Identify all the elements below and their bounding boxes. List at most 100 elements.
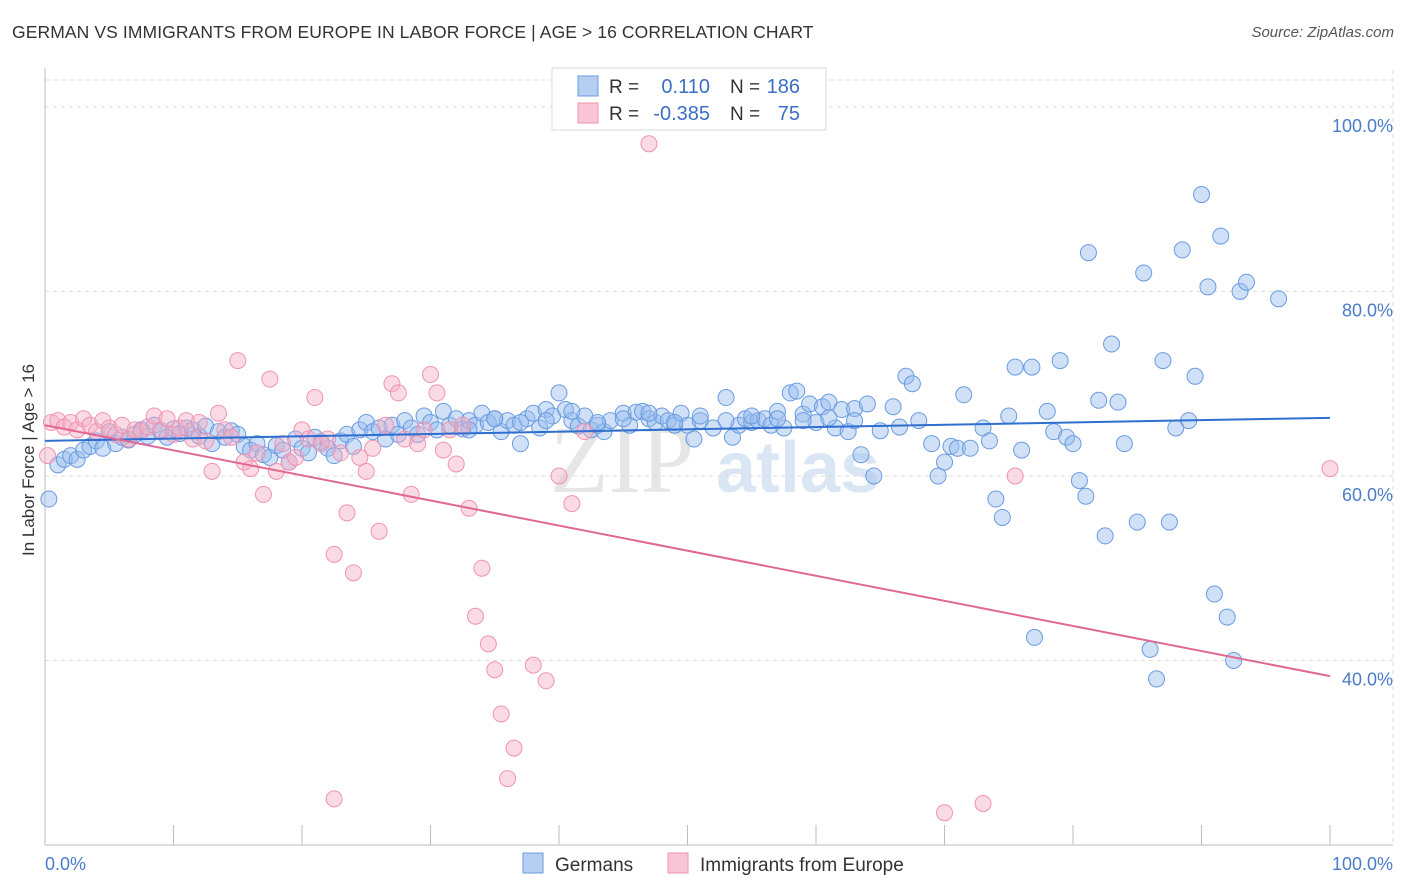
legend-n-value-1: 186 [767, 76, 800, 98]
germans-point [1013, 441, 1031, 459]
germans-point [691, 407, 709, 425]
immigrants-point [428, 384, 446, 402]
germans-point [826, 419, 844, 437]
germans-point [556, 401, 574, 419]
immigrants-point [550, 467, 568, 485]
immigrants-point [325, 545, 343, 563]
germans-point [1218, 608, 1236, 626]
immigrants-point [974, 794, 992, 812]
germans-point [788, 382, 806, 400]
immigrants-point [486, 661, 504, 679]
immigrants-point [306, 389, 324, 407]
germans-point [801, 395, 819, 413]
legend-r-value-2: -0.385 [653, 103, 710, 125]
bottom-legend-immigrants: Immigrants from Europe [700, 855, 904, 876]
germans-point [415, 407, 433, 425]
germans-point [511, 413, 529, 431]
axes [44, 68, 1393, 846]
germans-point [1070, 472, 1088, 490]
germans-point [1135, 264, 1153, 282]
germans-point [980, 432, 998, 450]
immigrants-point [113, 416, 131, 434]
germans-point [473, 404, 491, 422]
germans-point [884, 398, 902, 416]
y-axis-label: In Labor Force | Age > 16 [19, 364, 38, 556]
immigrants-point [402, 485, 420, 503]
germans-point [858, 395, 876, 413]
immigrants-point [389, 384, 407, 402]
germans-point [717, 412, 735, 430]
germans-point [794, 412, 812, 430]
germans-point [903, 375, 921, 393]
germans-point [537, 412, 555, 430]
bottom-legend-germans: Germans [555, 855, 633, 876]
germans-point [1006, 358, 1024, 376]
immigrants-point [319, 430, 337, 448]
germans-point [993, 508, 1011, 526]
legend-r-label-1: R = [609, 77, 639, 98]
immigrants-point [466, 607, 484, 625]
correlation-legend: R = 0.110 N = 186 R = -0.385 N = 75 [551, 67, 827, 131]
germans-point [1064, 435, 1082, 453]
immigrants-point [377, 416, 395, 434]
germans-point [614, 410, 632, 428]
legend-n-value-2: 75 [778, 103, 800, 125]
germans-point [666, 413, 684, 431]
immigrants-point [39, 447, 57, 465]
immigrants-point [357, 462, 375, 480]
germans-point [447, 410, 465, 428]
germans-point [1103, 335, 1121, 353]
germans-point [287, 430, 305, 448]
immigrants-point [274, 435, 292, 453]
germans-point [743, 407, 761, 425]
immigrants-point [473, 559, 491, 577]
germans-point [987, 490, 1005, 508]
germans-point [781, 384, 799, 402]
germans-trend-line [44, 416, 1331, 442]
germans-point [1148, 670, 1166, 688]
immigrants-point [299, 430, 317, 448]
immigrants-point [499, 770, 517, 788]
immigrants-point [100, 419, 118, 437]
germans-point [68, 450, 86, 468]
germans-point [1173, 241, 1191, 259]
germans-point [865, 467, 883, 485]
immigrants-point [261, 370, 279, 388]
immigrants-point [197, 432, 215, 450]
immigrants-point [177, 412, 195, 430]
germans-point [563, 402, 581, 420]
y-tick-labels: 40.0% 60.0% 80.0% 100.0% [1332, 116, 1393, 690]
germans-point [1079, 244, 1097, 262]
germans-point [762, 416, 780, 434]
germans-point [923, 435, 941, 453]
germans-point [1051, 352, 1069, 370]
germans-point [402, 419, 420, 437]
immigrants-point [454, 416, 472, 434]
germans-point [955, 386, 973, 404]
immigrants-point [351, 449, 369, 466]
germans-point [1231, 282, 1249, 300]
immigrants-point [145, 407, 163, 425]
y-tick-label: 100.0% [1332, 116, 1393, 136]
legend-r-label-2: R = [609, 104, 639, 125]
immigrants-point [203, 462, 221, 480]
germans-point [332, 432, 350, 450]
immigrants-point [254, 485, 272, 503]
series-germans [40, 186, 1288, 688]
germans-point [936, 453, 953, 471]
germans-point [1270, 290, 1288, 308]
immigrants-point [75, 410, 93, 428]
germans-point [1154, 352, 1172, 370]
germans-point [961, 439, 979, 457]
immigrants-point [492, 705, 510, 723]
trend-lines [44, 416, 1331, 678]
immigrants-point [422, 365, 439, 383]
germans-point [743, 413, 761, 431]
immigrants-point [563, 495, 581, 513]
germans-point [1141, 640, 1159, 658]
immigrants-point [524, 656, 542, 674]
germans-point [1186, 367, 1204, 385]
germans-point [839, 423, 857, 441]
immigrants-point [248, 444, 266, 462]
